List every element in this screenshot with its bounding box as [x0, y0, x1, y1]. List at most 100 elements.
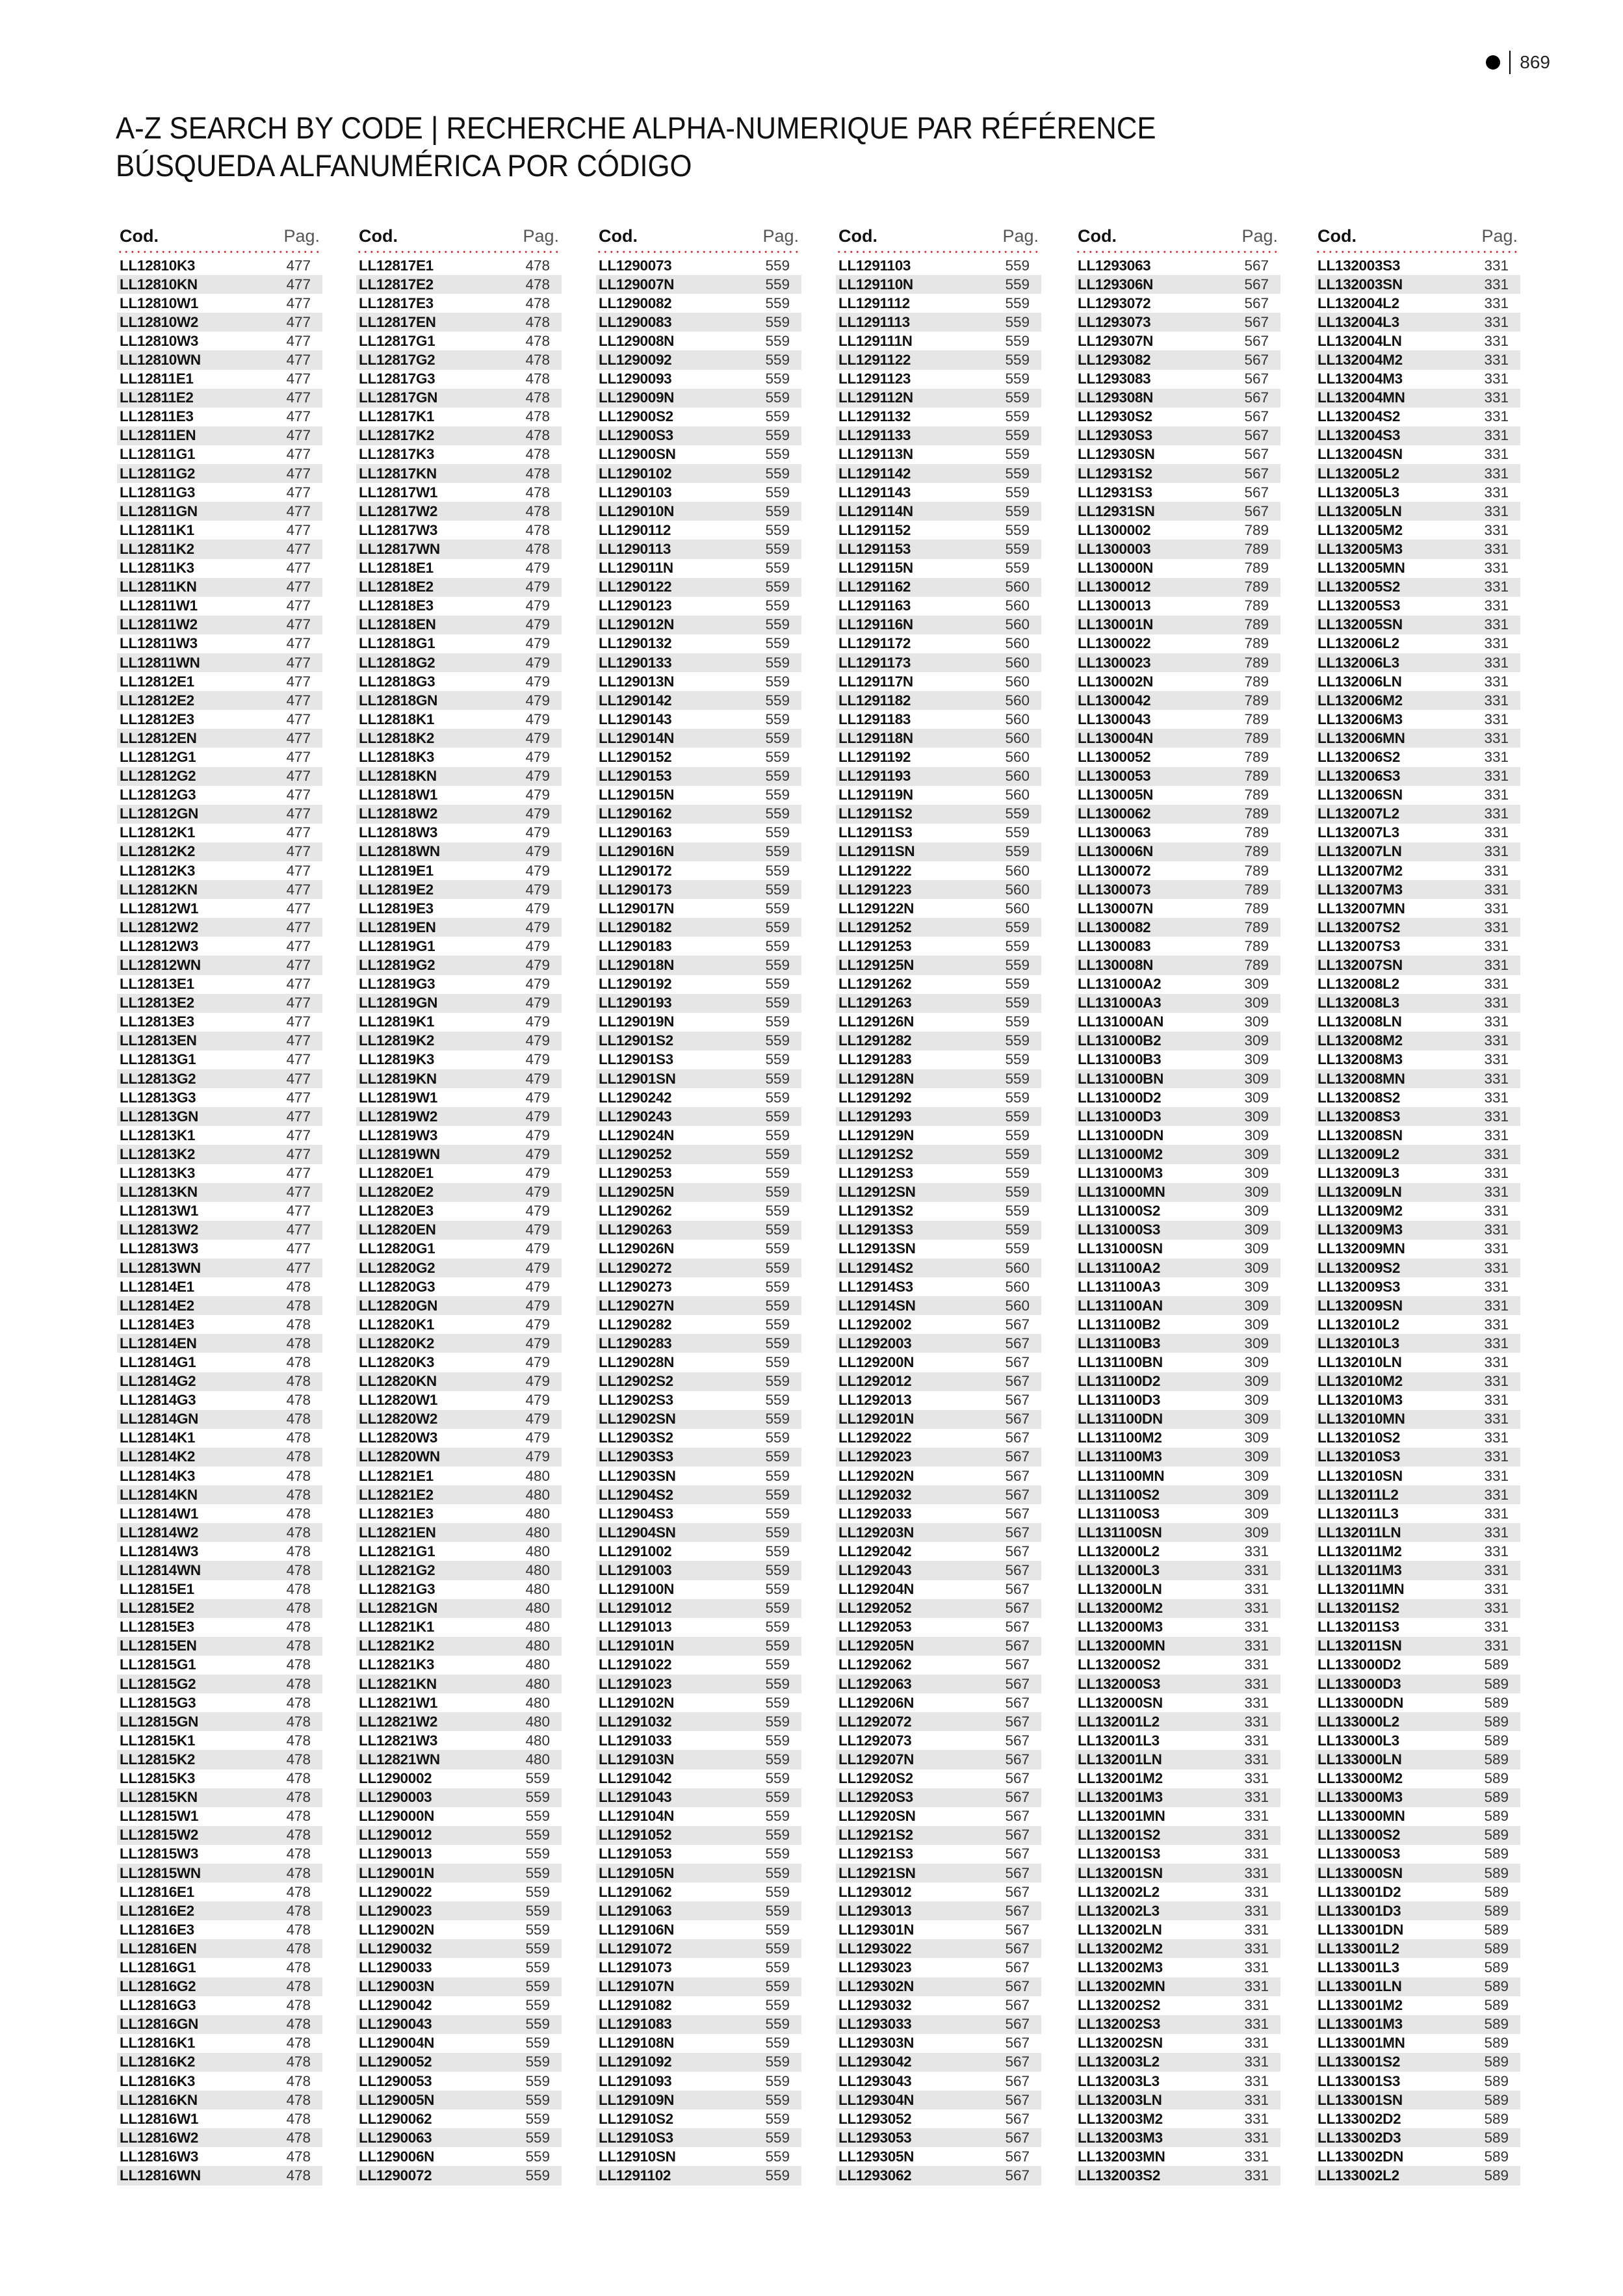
page-ref: 560	[1005, 1278, 1030, 1295]
page-ref: 309	[1244, 976, 1269, 993]
table-row: LL132000MN 331	[1075, 1636, 1280, 1656]
product-code: LL12821K1	[359, 1619, 435, 1636]
table-row: LL129017N 559	[596, 899, 801, 918]
product-code: LL129012N	[599, 616, 675, 633]
product-code: LL1291182	[838, 692, 911, 709]
table-row: LL12911SN 559	[836, 842, 1041, 861]
page-ref: 478	[286, 1373, 311, 1390]
product-code: LL133000L2	[1318, 1713, 1399, 1730]
table-row: LL131000B3 309	[1075, 1050, 1280, 1069]
title-line-1: A-Z SEARCH BY CODE | RECHERCHE ALPHA-NUM…	[116, 111, 1156, 145]
page-ref: 559	[765, 257, 790, 274]
page-ref: 559	[525, 1864, 550, 1881]
product-code: LL131000SN	[1078, 1240, 1163, 1257]
table-row: LL12810WN 477	[117, 350, 322, 370]
product-code: LL12812G3	[120, 787, 196, 803]
page-ref: 560	[1005, 1259, 1030, 1276]
product-code: LL12920S2	[838, 1770, 913, 1787]
product-code: LL12816W3	[120, 2148, 199, 2165]
table-row: LL129019N 559	[596, 1013, 801, 1032]
product-code: LL1290193	[599, 995, 672, 1011]
product-code: LL1291223	[838, 881, 912, 898]
page-ref: 559	[765, 1656, 790, 1673]
product-code: LL12817GN	[359, 389, 438, 406]
page-ref: 567	[1244, 389, 1269, 406]
table-row: LL129005N 559	[356, 2091, 562, 2110]
table-row: LL1291072 559	[596, 1939, 801, 1959]
table-row: LL129302N 567	[836, 1977, 1041, 1996]
column-header: Cod. Pag.	[596, 226, 801, 248]
product-code: LL1291172	[838, 635, 911, 652]
product-code: LL132008SN	[1318, 1127, 1403, 1143]
table-row: LL12816EN 478	[117, 1939, 322, 1959]
table-row: LL12816K3 478	[117, 2072, 322, 2091]
page-ref: 309	[1244, 1505, 1269, 1522]
product-code: LL12815K1	[120, 1732, 196, 1749]
table-row: LL1290142 559	[596, 691, 801, 711]
product-code: LL1291063	[599, 1902, 672, 1919]
header-code: Cod.	[838, 226, 877, 246]
page-ref: 478	[286, 1429, 311, 1446]
table-row: LL12811G1 477	[117, 445, 322, 464]
page-ref: 560	[1005, 900, 1030, 917]
page-ref: 559	[1005, 843, 1030, 860]
product-code: LL12812W2	[120, 919, 199, 935]
product-code: LL129105N	[599, 1864, 675, 1881]
product-code: LL1290263	[599, 1221, 672, 1238]
table-row: LL12819WN 479	[356, 1145, 562, 1164]
page-ref: 559	[765, 711, 790, 727]
page-ref: 559	[765, 1789, 790, 1806]
table-row: LL12821K2 480	[356, 1636, 562, 1656]
page-ref: 478	[525, 352, 550, 369]
table-row: LL129016N 559	[596, 842, 801, 861]
page-ref: 478	[525, 257, 550, 274]
product-code: LL12904S2	[599, 1486, 673, 1503]
product-code: LL129110N	[838, 276, 913, 293]
page-ref: 480	[525, 1562, 550, 1579]
table-row: LL132000S2 331	[1075, 1656, 1280, 1675]
product-code: LL133000DN	[1318, 1694, 1404, 1711]
product-code: LL1291183	[838, 711, 911, 727]
table-row: LL12817K3 478	[356, 445, 562, 464]
product-code: LL132001L2	[1078, 1713, 1160, 1730]
table-row: LL12811K3 477	[117, 559, 322, 578]
page-ref: 331	[1484, 1335, 1509, 1351]
page-ref: 567	[1005, 1959, 1030, 1976]
table-row: LL1291192 560	[836, 748, 1041, 766]
product-code: LL132005L3	[1318, 484, 1399, 501]
product-code: LL12901S2	[599, 1032, 673, 1049]
page-ref: 309	[1244, 995, 1269, 1011]
page-ref: 559	[1005, 465, 1030, 482]
page-ref: 478	[286, 2072, 311, 2089]
product-code: LL1292072	[838, 1713, 912, 1730]
table-row: LL1293063 567	[1075, 256, 1280, 275]
page-ref: 567	[1005, 1656, 1030, 1673]
page-ref: 331	[1484, 1619, 1509, 1636]
table-row: LL130006N 789	[1075, 842, 1280, 861]
table-row: LL129103N 559	[596, 1750, 801, 1769]
table-row: LL12904S3 559	[596, 1504, 801, 1523]
page-ref: 589	[1484, 1789, 1509, 1806]
product-code: LL12814E2	[120, 1297, 194, 1314]
table-row: LL132001M2 331	[1075, 1769, 1280, 1788]
page-ref: 567	[1005, 1486, 1030, 1503]
page-ref: 567	[1005, 1543, 1030, 1559]
product-code: LL12810KN	[120, 276, 198, 293]
red-dotted-divider	[356, 251, 562, 253]
page-ref: 478	[286, 1297, 311, 1314]
page-ref: 331	[1484, 1184, 1509, 1201]
page-ref: 559	[765, 2091, 790, 2108]
product-code: LL132008M3	[1318, 1051, 1403, 1068]
product-code: LL12815EN	[120, 1637, 197, 1654]
product-code: LL132011S3	[1318, 1619, 1399, 1636]
page-ref: 331	[1484, 673, 1509, 690]
table-row: LL129014N 559	[596, 729, 801, 748]
page-ref: 559	[765, 1997, 790, 2014]
page-ref: 567	[1244, 408, 1269, 425]
table-row: LL132004LN 331	[1315, 332, 1520, 350]
table-row: LL12818K1 479	[356, 710, 562, 729]
product-code: LL132008LN	[1318, 1013, 1402, 1030]
page-ref: 479	[525, 673, 550, 690]
page-ref: 478	[525, 446, 550, 463]
page-ref: 331	[1484, 1486, 1509, 1503]
